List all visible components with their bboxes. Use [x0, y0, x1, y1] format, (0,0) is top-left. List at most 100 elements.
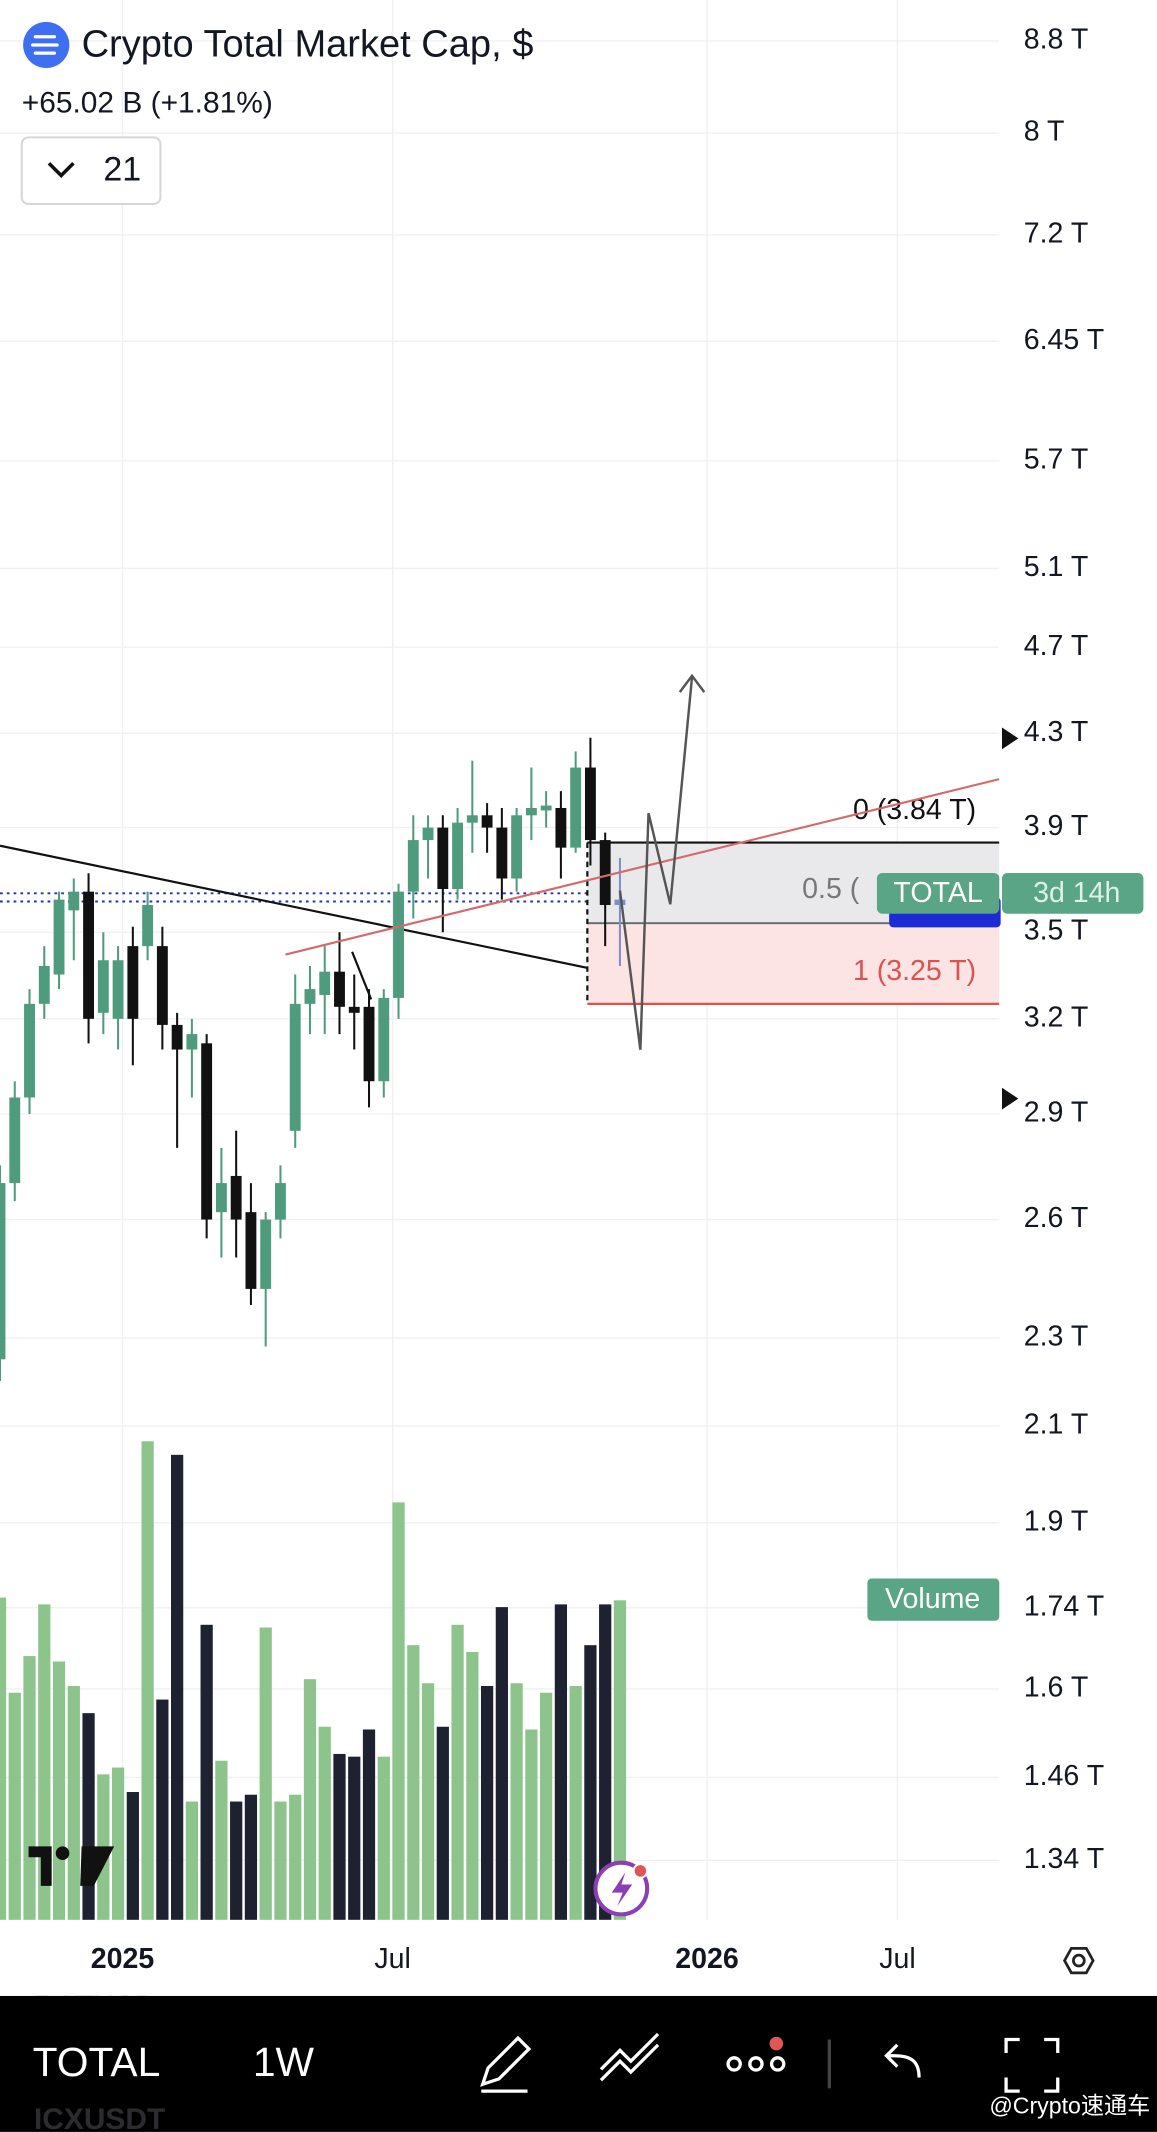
y-tick-label: 1.34 T — [1024, 1843, 1104, 1875]
volume-bar — [451, 1624, 464, 1920]
chevron — [47, 161, 75, 178]
candle-body — [230, 1175, 242, 1220]
volume-bar — [348, 1756, 361, 1920]
y-tick-label: 8.8 T — [1024, 24, 1089, 56]
volume-tag-text: Volume — [885, 1583, 980, 1615]
volume-bar — [141, 1441, 154, 1920]
projection-path — [618, 677, 694, 1050]
x-tick-label: Jul — [879, 1943, 916, 1975]
more-button[interactable] — [726, 2056, 742, 2072]
draw-button[interactable] — [480, 2035, 532, 2093]
volume-bar — [111, 1767, 125, 1920]
candle-body — [38, 965, 50, 1004]
volume-bar — [407, 1645, 420, 1920]
volume-bar — [584, 1645, 597, 1920]
volume-bar — [126, 1792, 139, 1920]
toolbar-icons — [480, 2032, 1060, 2093]
volume-bar — [200, 1624, 213, 1920]
candle-body — [599, 840, 611, 905]
candle-body — [215, 1183, 227, 1213]
drawings-top — [285, 673, 1000, 1050]
volume-bar — [540, 1692, 553, 1920]
volume-bar — [599, 1604, 612, 1920]
volume-bar — [67, 1685, 80, 1920]
volume-bar — [259, 1627, 272, 1920]
volume-bar — [362, 1729, 376, 1920]
indicator-count[interactable]: 21 — [103, 150, 141, 188]
symbol-tag — [876, 872, 1000, 914]
more-button — [748, 2056, 764, 2072]
trend-line — [285, 778, 1000, 956]
candle-body — [348, 1006, 360, 1013]
volume-bar — [392, 1502, 405, 1920]
candle-body — [53, 899, 65, 975]
y-tick-label: 4.7 T — [1024, 630, 1089, 662]
undo-button[interactable] — [884, 2043, 921, 2078]
candle-body — [112, 960, 124, 1019]
volume-bar — [244, 1794, 258, 1920]
volume-pane — [0, 1441, 627, 1920]
volume-bar — [377, 1756, 390, 1920]
candle-body — [319, 971, 331, 995]
fib-label: 1 (3.25 T) — [853, 955, 976, 987]
axis-labels: 8.8 T 8 T 7.2 T 6.45 T 5.7 T 5.1 T 4.7 T 4.3 T 3… — [1024, 24, 1104, 1875]
y-tick-label: 3.9 T — [1024, 810, 1089, 842]
symbol-icon-mark — [30, 35, 59, 55]
price-axis — [999, 0, 1157, 1920]
volume-bar — [569, 1685, 582, 1920]
candle-body — [127, 946, 139, 1019]
y-tick-label: 1.6 T — [1024, 1671, 1089, 1703]
y-tick-label: 2.6 T — [1024, 1202, 1089, 1234]
volume-bar — [171, 1454, 184, 1920]
volume-tag — [867, 1578, 1000, 1621]
candle-body — [437, 827, 449, 890]
y-tick-label: 1.9 T — [1024, 1505, 1089, 1537]
candle-body — [289, 1003, 301, 1131]
candle-body — [452, 822, 464, 890]
volume-bar — [289, 1794, 302, 1920]
fullscreen-button[interactable] — [1004, 2037, 1060, 2093]
candle-body — [466, 815, 478, 823]
x-tick-label: 2025 — [91, 1943, 155, 1975]
x-tick-label: 2026 — [675, 1943, 739, 1975]
volume-bar — [613, 1600, 627, 1920]
more-button — [769, 2056, 786, 2072]
candle-body — [186, 1034, 198, 1050]
watermark: @Crypto速通车 — [989, 2093, 1150, 2119]
candle-body — [97, 960, 109, 1013]
axis-marker — [1002, 1087, 1019, 1110]
toolbar-symbol[interactable]: TOTAL — [33, 2039, 161, 2085]
lines-button[interactable] — [599, 2032, 660, 2082]
y-tick-label: 4.3 T — [1024, 716, 1089, 748]
toolbar-interval[interactable]: 1W — [253, 2039, 315, 2085]
volume-bar — [0, 1597, 7, 1920]
countdown-text: 3d 14h — [1033, 877, 1120, 909]
indicator-toggle[interactable] — [20, 136, 162, 206]
candle-body — [24, 1003, 35, 1098]
candle-body — [260, 1219, 272, 1289]
volume-bar — [525, 1729, 538, 1920]
candle-body — [201, 1043, 213, 1220]
candle-body — [481, 815, 493, 828]
y-tick-label: 3.2 T — [1024, 1001, 1089, 1033]
projection-arrow — [678, 673, 706, 693]
candle-body — [555, 807, 567, 848]
candle-body — [378, 997, 390, 1082]
price-change: +65.02 B (+1.81%) — [22, 87, 273, 120]
candle-body — [142, 904, 154, 947]
volume-bar — [421, 1683, 435, 1920]
candle-body — [393, 891, 404, 998]
volume-bar — [38, 1604, 51, 1920]
fib-zone — [587, 923, 1000, 1004]
volume-bar — [215, 1760, 228, 1920]
volume-bar — [333, 1753, 346, 1920]
notification-dot — [632, 1863, 649, 1879]
volume-bar — [230, 1801, 243, 1920]
candle-body — [9, 1097, 21, 1184]
volume-bar — [480, 1685, 494, 1920]
settings-button[interactable] — [1062, 1947, 1095, 1975]
lightning-icon — [611, 1872, 633, 1907]
fib-label: 0.5 ( — [802, 873, 860, 905]
